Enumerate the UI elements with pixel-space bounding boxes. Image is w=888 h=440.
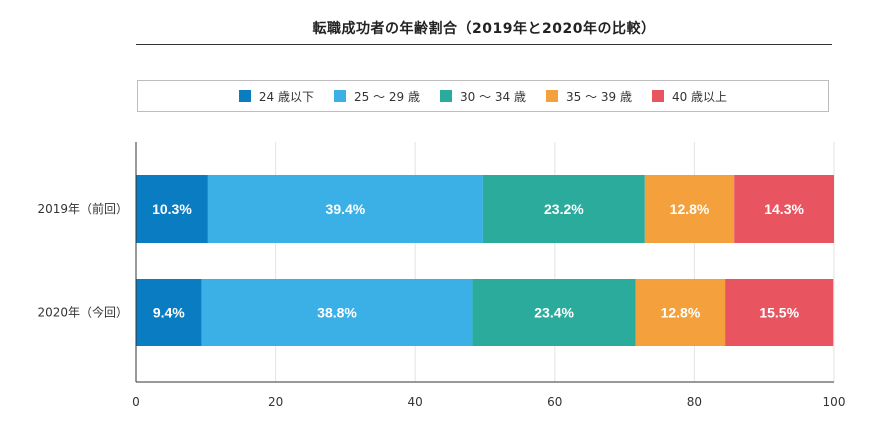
data-label: 9.4% [153, 305, 185, 321]
data-label: 23.2% [544, 201, 584, 217]
legend-swatch [440, 90, 452, 102]
data-label: 15.5% [759, 305, 799, 321]
legend-item: 40 歳以上 [651, 88, 728, 105]
chart-title: 転職成功者の年齢割合（2019年と2020年の比較） [312, 21, 656, 37]
legend-item: 35 ～ 39 歳 [545, 88, 632, 105]
legend-label: 30 ～ 34 歳 [460, 89, 526, 104]
legend-label: 35 ～ 39 歳 [565, 89, 632, 104]
data-label: 14.3% [764, 201, 804, 217]
legend-swatch [238, 90, 251, 102]
x-tick-label: 20 [268, 395, 283, 409]
legend-swatch [334, 90, 347, 102]
x-tick-label: 40 [408, 395, 423, 409]
legend: 24 歳以下 25 ～ 29 歳 30 ～ 34 歳 35 ～ 39 歳 40 歳以上 [137, 80, 829, 112]
bar-segment [725, 279, 834, 346]
legend-label: 25 ～ 29 歳 [354, 89, 420, 104]
x-tick-label: 0 [132, 395, 140, 409]
legend-item: 25 ～ 29 歳 [334, 88, 420, 105]
category-label: 2019年（前回） [37, 201, 128, 216]
x-tick-label: 60 [547, 395, 562, 409]
bar-segment [644, 175, 735, 243]
data-label: 10.3% [152, 201, 192, 217]
legend-item: 30 ～ 34 歳 [440, 88, 526, 105]
data-label: 38.8% [317, 305, 357, 321]
legend-label: 40 歳以上 [671, 89, 728, 104]
legend-label: 24 歳以下 [258, 89, 315, 104]
bar-segment [136, 175, 208, 243]
title-underline [136, 44, 832, 45]
data-label: 12.8% [661, 305, 701, 321]
bar-segment [734, 175, 834, 243]
bar-segment [635, 279, 726, 346]
bar-segment [482, 175, 645, 243]
x-tick-label: 80 [687, 395, 702, 409]
data-label: 39.4% [326, 201, 366, 217]
category-label: 2020年（今回） [37, 305, 128, 320]
bar-segment [201, 279, 473, 346]
bar-segment [136, 279, 202, 346]
x-tick-label: 100 [823, 395, 846, 409]
legend-swatch [545, 90, 558, 102]
bar-segment [472, 279, 636, 346]
data-label: 23.4% [534, 305, 574, 321]
bar-segment [207, 175, 483, 243]
data-label: 12.8% [670, 201, 710, 217]
legend-item: 24 歳以下 [238, 88, 315, 105]
legend-swatch [651, 90, 664, 102]
